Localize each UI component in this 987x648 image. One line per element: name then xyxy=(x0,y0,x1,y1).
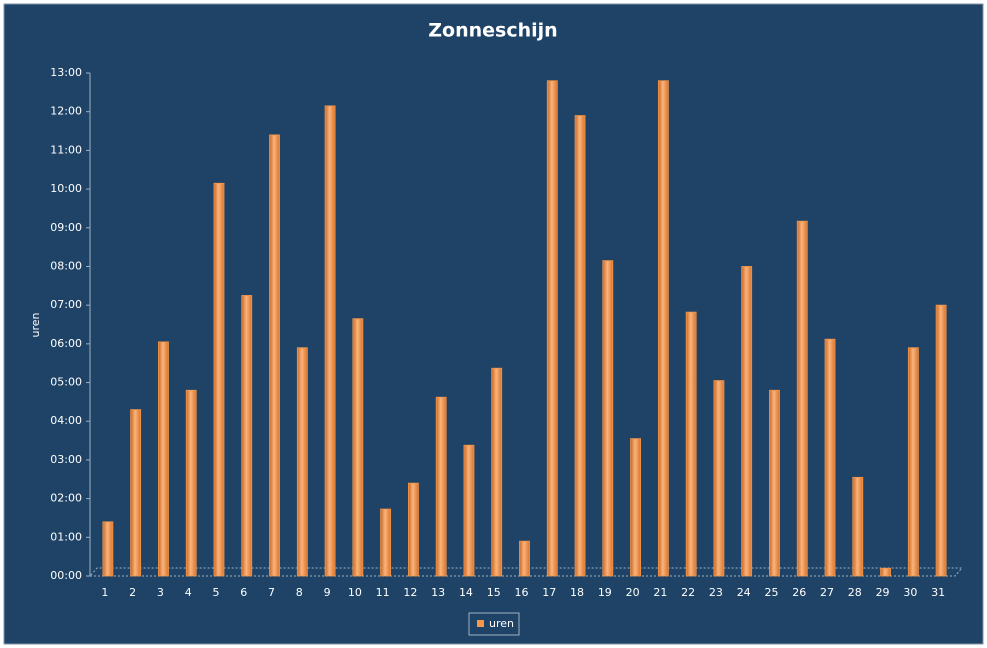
x-tick-label: 4 xyxy=(185,586,192,599)
bar xyxy=(380,508,392,577)
x-tick-label: 5 xyxy=(212,586,219,599)
x-tick-label: 23 xyxy=(709,586,723,599)
y-tick-label: 01:00 xyxy=(50,530,82,543)
bar xyxy=(296,347,308,577)
bar xyxy=(824,338,836,577)
x-tick-label: 31 xyxy=(931,586,945,599)
x-tick-label: 25 xyxy=(764,586,778,599)
x-tick-label: 7 xyxy=(268,586,275,599)
x-tick-label: 8 xyxy=(296,586,303,599)
bar xyxy=(491,367,503,577)
y-tick-label: 05:00 xyxy=(50,376,82,389)
legend xyxy=(468,612,520,636)
x-tick-label: 12 xyxy=(403,586,417,599)
x-tick-label: 29 xyxy=(876,586,890,599)
y-tick-label: 03:00 xyxy=(50,453,82,466)
y-tick-label: 10:00 xyxy=(50,182,82,195)
x-tick-label: 24 xyxy=(737,586,751,599)
chart-title: Zonneschijn xyxy=(428,20,557,42)
x-tick-label: 30 xyxy=(903,586,917,599)
x-tick-label: 28 xyxy=(848,586,862,599)
x-tick-label: 17 xyxy=(542,586,556,599)
bar xyxy=(574,115,586,577)
x-tick-label: 14 xyxy=(459,586,473,599)
bar xyxy=(769,389,780,577)
y-tick-label: 12:00 xyxy=(50,105,82,118)
bar xyxy=(241,295,253,577)
y-tick-label: 09:00 xyxy=(50,221,82,234)
bar xyxy=(907,347,919,577)
y-tick-label: 04:00 xyxy=(50,414,82,427)
y-tick-label: 11:00 xyxy=(50,143,82,156)
x-tick-label: 26 xyxy=(792,586,806,599)
bar xyxy=(185,389,197,577)
y-tick-label: 13:00 xyxy=(50,66,82,79)
x-tick-label: 19 xyxy=(598,586,612,599)
x-tick-label: 13 xyxy=(431,586,445,599)
x-tick-label: 16 xyxy=(515,586,529,599)
y-tick-label: 08:00 xyxy=(50,259,82,272)
bar xyxy=(685,311,697,577)
bar xyxy=(935,304,947,577)
bar xyxy=(741,266,753,577)
bar xyxy=(435,396,447,577)
x-tick-label: 2 xyxy=(129,586,136,599)
bar xyxy=(158,341,169,577)
x-tick-label: 10 xyxy=(348,586,362,599)
legend-swatch xyxy=(477,620,484,627)
bar xyxy=(796,220,808,577)
x-tick-label: 18 xyxy=(570,586,584,599)
x-tick-label: 6 xyxy=(240,586,247,599)
bar xyxy=(352,318,364,577)
x-tick-label: 3 xyxy=(157,586,164,599)
x-tick-label: 1 xyxy=(101,586,108,599)
bar xyxy=(602,260,614,577)
x-tick-label: 15 xyxy=(487,586,501,599)
bar xyxy=(102,521,114,577)
bar xyxy=(519,540,530,577)
x-tick-label: 27 xyxy=(820,586,834,599)
bar xyxy=(630,438,641,577)
x-tick-label: 21 xyxy=(653,586,667,599)
bar xyxy=(852,476,864,577)
bar xyxy=(546,80,558,577)
y-tick-label: 06:00 xyxy=(50,337,82,350)
legend-label: uren xyxy=(489,617,514,630)
y-tick-label: 07:00 xyxy=(50,298,82,311)
legend-box xyxy=(468,612,520,636)
bar xyxy=(463,444,475,577)
x-tick-label: 22 xyxy=(681,586,695,599)
y-axis-label: uren xyxy=(29,312,42,337)
bar xyxy=(657,80,669,577)
bar xyxy=(213,182,225,577)
bar xyxy=(713,380,725,577)
bar xyxy=(324,105,336,577)
bar xyxy=(880,567,891,577)
bar xyxy=(408,482,419,577)
x-tick-label: 20 xyxy=(626,586,640,599)
y-tick-label: 02:00 xyxy=(50,492,82,505)
x-tick-label: 9 xyxy=(324,586,331,599)
y-tick-label: 00:00 xyxy=(50,569,82,582)
bar xyxy=(130,409,142,577)
bar xyxy=(269,134,280,577)
x-tick-label: 11 xyxy=(376,586,390,599)
